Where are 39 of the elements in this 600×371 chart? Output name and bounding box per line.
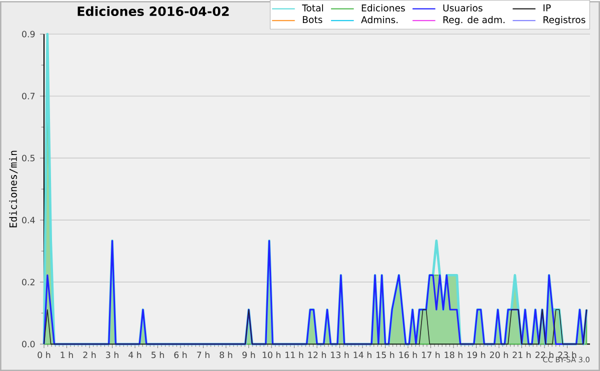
legend-label: Total [302, 4, 323, 12]
legend-label: IP [544, 4, 551, 12]
y-axis-title: Ediciones/min [9, 150, 18, 228]
x-tick-label: 12 h [308, 351, 326, 358]
legend-label: Ediciones [362, 4, 405, 12]
y-tick-label: 0.0 [22, 340, 35, 348]
y-tick-label: 0.4 [22, 216, 35, 224]
chart-title: Ediciones 2016-04-02 [78, 6, 229, 16]
x-tick-label: 7 h [197, 351, 210, 358]
x-tick-label: 8 h [220, 351, 232, 358]
x-tick-label: 11 h [286, 351, 304, 358]
x-tick-label: 23 h [558, 351, 576, 358]
x-tick-label: 4 h [128, 351, 142, 358]
x-tick-label: 20 h [490, 351, 508, 358]
y-tick-label: 0.5 [22, 154, 35, 162]
legend-label: Registros [544, 16, 586, 26]
x-tick-label: 21 h [512, 351, 531, 358]
x-tick-label: 18 h [444, 351, 462, 358]
x-tick-label: 10 h [262, 351, 280, 358]
x-tick-label: 3 h [106, 351, 118, 358]
y-tick-label: 0.9 [22, 30, 35, 38]
x-tick-label: 1 h [60, 351, 73, 358]
legend-label: Bots [302, 16, 322, 24]
x-tick-label: 0 h [38, 351, 50, 358]
x-tick-label: 17 h [422, 351, 440, 358]
x-tick-label: 16 h [399, 351, 417, 358]
legend-label: Reg. de adm. [443, 16, 505, 26]
x-tick-label: 9 h [242, 351, 255, 358]
x-tick-label: 15 h [376, 351, 394, 358]
legend-label: Admins. [361, 16, 398, 24]
x-tick-label: 6 h [174, 351, 187, 358]
x-tick-label: 5 h [152, 351, 164, 358]
y-tick-label: 0.2 [22, 278, 34, 286]
y-tick-label: 0.7 [22, 92, 35, 100]
x-tick-label: 19 h [468, 351, 486, 358]
x-tick-label: 2 h [83, 351, 96, 358]
x-tick-label: 13 h [331, 351, 349, 358]
legend-label: Usuarios [443, 4, 482, 12]
x-tick-label: 14 h [354, 351, 372, 358]
